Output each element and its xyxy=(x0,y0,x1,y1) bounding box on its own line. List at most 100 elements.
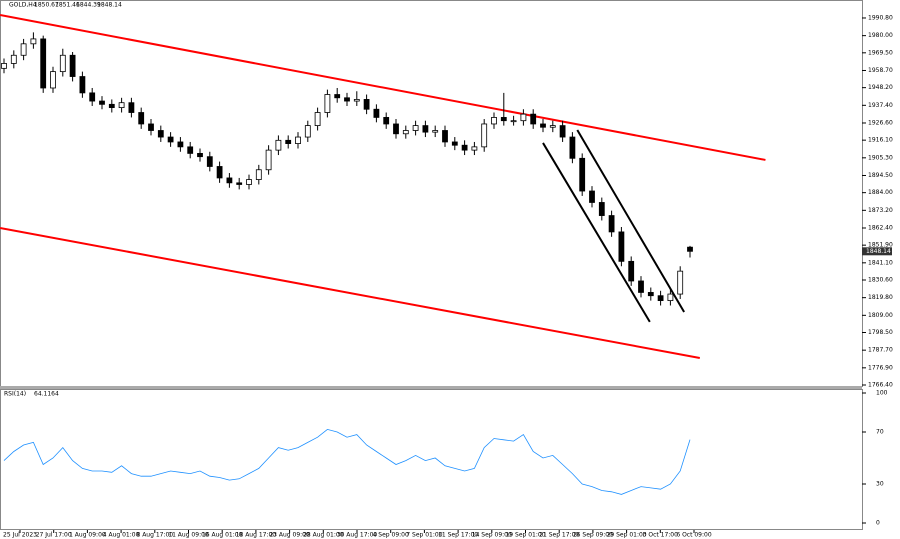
x-tick-label: 16 Aug 01:00 xyxy=(202,532,243,539)
y-tick-label: 100 xyxy=(876,390,888,397)
x-tick-label: 25 Jul 2023 xyxy=(3,532,37,539)
candle-body xyxy=(138,112,145,125)
candle-body xyxy=(540,123,546,128)
candle-body xyxy=(295,136,301,144)
x-tick-label: 4 Sep 09:00 xyxy=(373,532,409,539)
candle-body xyxy=(108,103,115,109)
y-tick-label: 1990.80 xyxy=(868,14,893,21)
candle-body xyxy=(197,153,203,158)
candle-body xyxy=(1,63,7,69)
candle-body xyxy=(549,125,556,128)
candle-body xyxy=(167,136,174,143)
candle-body xyxy=(589,190,595,203)
x-tick-label: 30 Aug 17:00 xyxy=(337,532,378,539)
x-tick-label: 19 Sep 01:00 xyxy=(505,532,545,539)
y-tick-label: 1819.80 xyxy=(868,294,893,301)
candle-body xyxy=(265,149,272,171)
trend-line xyxy=(542,142,651,323)
candle-body xyxy=(402,130,409,135)
trend-line xyxy=(0,227,700,359)
candle-body xyxy=(334,94,341,99)
candle-body xyxy=(226,177,233,184)
candle-body xyxy=(128,102,135,113)
candle-body xyxy=(393,123,399,135)
candle-body xyxy=(530,113,537,125)
x-tick-label: 7 Sep 01:00 xyxy=(406,532,442,539)
high: 1851.46 xyxy=(55,2,80,9)
candle-body xyxy=(520,113,527,122)
candle-body xyxy=(442,130,448,143)
candle-body xyxy=(246,179,252,185)
candle-body xyxy=(118,102,125,109)
candle-body xyxy=(647,292,654,297)
candle-body xyxy=(324,94,331,113)
y-tick-label: 1776.90 xyxy=(868,364,893,371)
candle-body xyxy=(667,293,674,302)
x-tick-label: 28 Aug 01:00 xyxy=(303,532,344,539)
y-tick-label: 1873.20 xyxy=(868,207,893,214)
y-tick-label: 1798.50 xyxy=(868,329,893,336)
rsi-title: RSI(14) xyxy=(4,391,26,398)
candle-body xyxy=(598,202,605,216)
x-tick-label: 14 Sep 09:00 xyxy=(472,532,512,539)
candle-body xyxy=(304,125,311,138)
y-tick-label: 30 xyxy=(876,481,884,488)
candle-body xyxy=(500,117,507,122)
x-tick-label: 3 Oct 17:00 xyxy=(643,532,678,539)
candle-body xyxy=(275,139,282,151)
candle-body xyxy=(432,130,439,133)
y-tick-label: 0 xyxy=(876,520,880,527)
y-tick-label: 1809.00 xyxy=(868,312,893,319)
candle-body xyxy=(236,182,243,185)
y-tick-label: 1851.90 xyxy=(868,242,893,249)
candle-body xyxy=(40,38,47,89)
y-tick-label: 70 xyxy=(876,429,884,436)
x-tick-label: 29 Sep 01:00 xyxy=(607,532,647,539)
x-tick-label: 1 Aug 09:00 xyxy=(69,532,106,539)
close: 1848.14 xyxy=(97,2,122,9)
y-tick-label: 1926.60 xyxy=(868,119,893,126)
x-tick-label: 8 Aug 17:00 xyxy=(136,532,173,539)
candle-body xyxy=(314,112,321,126)
candle-body xyxy=(353,99,360,102)
candle-body xyxy=(79,76,86,94)
candle-body xyxy=(20,43,27,56)
candle-body xyxy=(285,139,292,144)
low: 1844.39 xyxy=(76,2,101,9)
y-tick-label: 1905.30 xyxy=(868,154,893,161)
rsi-panel xyxy=(0,389,863,530)
x-tick-label: 27 Jul 17:00 xyxy=(36,532,72,539)
y-tick-label: 1948.20 xyxy=(868,84,893,91)
candle-body xyxy=(157,130,164,138)
candle-body xyxy=(412,125,419,131)
rsi-value: 64.1164 xyxy=(34,391,59,398)
candle-body xyxy=(373,108,380,118)
y-tick-label: 1958.70 xyxy=(868,67,893,74)
candle-body xyxy=(579,157,586,192)
x-tick-label: 18 Aug 17:00 xyxy=(236,532,277,539)
x-tick-label: 21 Sep 17:00 xyxy=(539,532,579,539)
candle-body xyxy=(177,141,184,148)
x-tick-label: 11 Sep 17:00 xyxy=(438,532,478,539)
price-tag-label: 1848.14 xyxy=(866,248,891,255)
header: GOLD,H4 1850.67 1851.46 1844.39 1848.14 xyxy=(9,2,122,9)
rsi-line xyxy=(3,428,691,495)
trend-line xyxy=(576,129,685,313)
y-tick-label: 1894.50 xyxy=(868,172,893,179)
price-tag xyxy=(862,247,892,256)
candle-body xyxy=(677,270,684,295)
x-tick-label: 11 Aug 09:00 xyxy=(168,532,209,539)
candle-body xyxy=(638,280,644,293)
candle-body xyxy=(59,54,66,73)
x-tick-label: 23 Aug 09:00 xyxy=(269,532,310,539)
y-tick-label: 1841.10 xyxy=(868,259,893,266)
open: 1850.67 xyxy=(34,2,59,9)
candle-body xyxy=(569,136,576,159)
candle-body xyxy=(383,117,390,125)
candle-body xyxy=(451,141,458,146)
y-tick-label: 1884.00 xyxy=(868,189,893,196)
symbol: GOLD,H4 xyxy=(9,2,37,9)
candle-body xyxy=(628,260,635,282)
